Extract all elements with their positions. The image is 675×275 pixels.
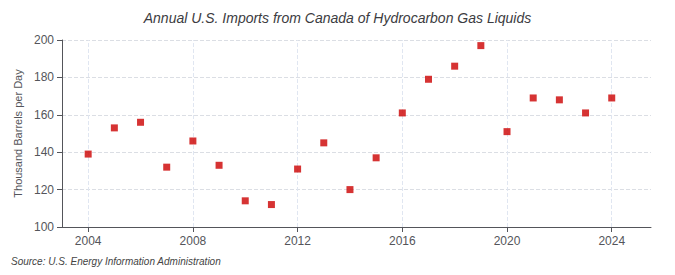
svg-text:140: 140 bbox=[34, 145, 54, 159]
svg-text:2020: 2020 bbox=[494, 234, 521, 248]
svg-text:100: 100 bbox=[34, 220, 54, 234]
svg-text:2008: 2008 bbox=[180, 234, 207, 248]
svg-text:2024: 2024 bbox=[598, 234, 625, 248]
svg-text:200: 200 bbox=[34, 33, 54, 47]
svg-text:2012: 2012 bbox=[284, 234, 311, 248]
svg-text:160: 160 bbox=[34, 108, 54, 122]
svg-text:2016: 2016 bbox=[389, 234, 416, 248]
svg-text:Annual U.S. Imports from Canad: Annual U.S. Imports from Canada of Hydro… bbox=[143, 10, 532, 26]
svg-text:2004: 2004 bbox=[75, 234, 102, 248]
svg-text:Source: U.S. Energy Informatio: Source: U.S. Energy Information Administ… bbox=[11, 256, 221, 267]
svg-text:180: 180 bbox=[34, 70, 54, 84]
svg-text:120: 120 bbox=[34, 183, 54, 197]
svg-text:Thousand Barrels per Day: Thousand Barrels per Day bbox=[12, 69, 24, 198]
